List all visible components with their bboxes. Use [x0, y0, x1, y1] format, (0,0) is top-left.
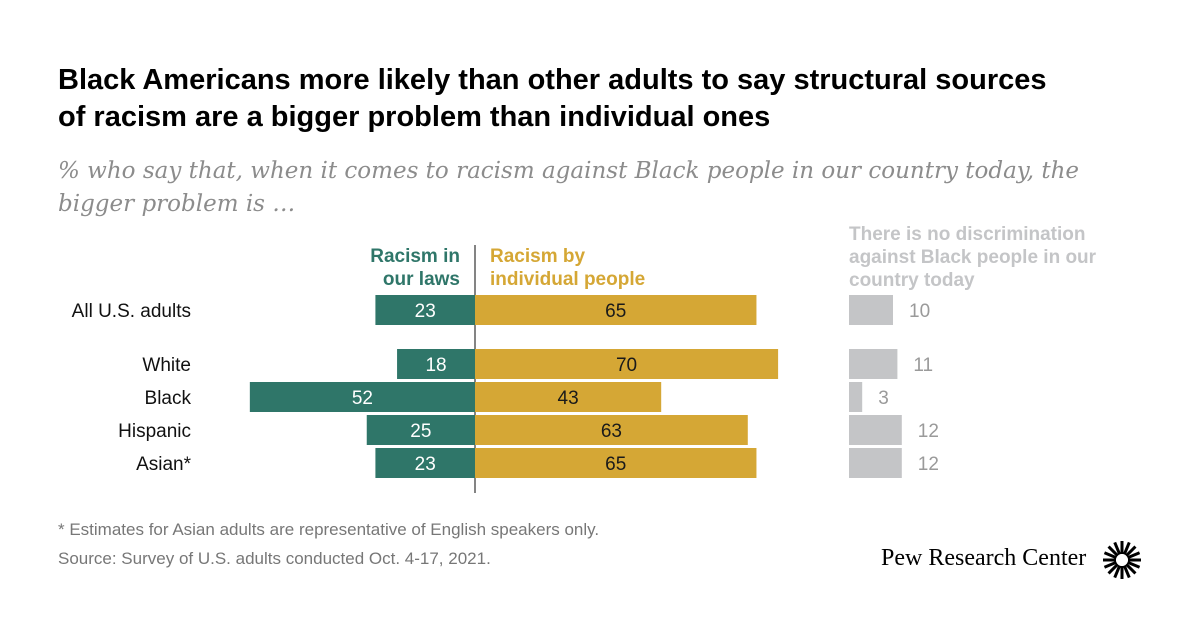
category-label: Asian*: [136, 454, 192, 475]
value-label-individual: 65: [605, 454, 626, 475]
source-note: Source: Survey of U.S. adults conducted …: [58, 549, 491, 568]
bar-individual: [475, 349, 779, 379]
logo-ray: [1103, 560, 1118, 569]
legend-no-discrimination-line: against Black people in our: [849, 247, 1097, 268]
value-label-individual: 63: [601, 421, 622, 442]
pew-logo-icon: [1103, 541, 1141, 579]
bar-individual: [475, 295, 757, 325]
bar-no-discrimination: [849, 448, 902, 478]
value-label-no-discrimination: 3: [878, 388, 889, 409]
value-label-individual: 65: [605, 301, 626, 322]
chart-rows: All U.S. adults 23 65 10 White 18 70 11 Black 52 4…: [72, 295, 939, 478]
value-label-individual: 43: [558, 388, 579, 409]
footnote: * Estimates for Asian adults are represe…: [58, 520, 600, 539]
value-label-laws: 18: [425, 355, 446, 376]
bar-individual: [475, 415, 748, 445]
legend-no-discrimination-line: There is no discrimination: [849, 224, 1086, 245]
logo-ray: [1107, 545, 1119, 557]
brand-name: Pew Research Center: [881, 545, 1087, 571]
value-label-no-discrimination: 12: [918, 454, 939, 475]
category-label: White: [142, 355, 191, 376]
value-label-no-discrimination: 10: [909, 301, 930, 322]
value-label-no-discrimination: 12: [918, 421, 939, 442]
bar-laws: [366, 415, 475, 445]
chart-title: Black Americans more likely than other a…: [58, 64, 1047, 133]
bar-laws: [375, 448, 475, 478]
bar-laws: [375, 295, 475, 325]
logo-ray: [1122, 541, 1131, 556]
chart-subtitle: % who say that, when it comes to racism …: [58, 158, 1080, 217]
logo-ray: [1113, 541, 1122, 556]
logo-ray: [1125, 545, 1137, 557]
bar-no-discrimination: [849, 415, 902, 445]
bar-no-discrimination: [849, 295, 893, 325]
bar-individual: [475, 448, 757, 478]
legend-individual-line: individual people: [490, 269, 645, 290]
logo-ray: [1113, 564, 1122, 579]
legend-no-discrimination-line: country today: [849, 270, 975, 291]
value-label-individual: 70: [616, 355, 637, 376]
legend-laws-line: Racism in: [370, 246, 460, 267]
value-label-no-discrimination: 11: [913, 355, 933, 376]
value-label-laws: 25: [410, 421, 431, 442]
logo-ray: [1122, 564, 1131, 579]
logo-ray: [1126, 551, 1141, 560]
bar-individual: [475, 382, 662, 412]
value-label-laws: 23: [415, 301, 436, 322]
bar-laws: [397, 349, 475, 379]
category-label: Black: [145, 388, 192, 409]
bar-no-discrimination: [849, 349, 898, 379]
logo-ray: [1125, 563, 1137, 575]
bar-laws: [249, 382, 475, 412]
category-label: Hispanic: [118, 421, 191, 442]
logo-ray: [1126, 560, 1141, 569]
value-label-laws: 52: [352, 388, 373, 409]
bar-no-discrimination: [849, 382, 863, 412]
value-label-laws: 23: [415, 454, 436, 475]
logo-ray: [1103, 551, 1118, 560]
legend-individual-line: Racism by: [490, 246, 585, 267]
legend-laws-line: our laws: [383, 269, 460, 290]
category-label: All U.S. adults: [72, 301, 191, 322]
logo-ray: [1107, 563, 1119, 575]
